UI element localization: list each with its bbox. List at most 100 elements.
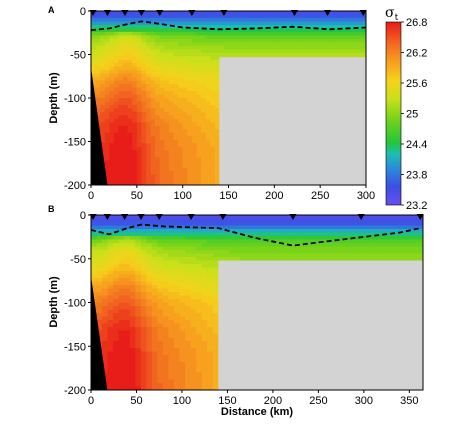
field-cell (146, 376, 153, 381)
field-cell (347, 42, 353, 47)
field-cell (168, 369, 175, 374)
field-cell (347, 14, 353, 19)
field-cell (113, 66, 120, 71)
field-cell (257, 257, 264, 262)
field-cell (190, 309, 197, 314)
field-cell (96, 253, 103, 258)
field-cell (132, 129, 138, 134)
field-cell (95, 115, 101, 120)
field-cell (150, 73, 156, 78)
field-cell (129, 243, 136, 248)
field-cell (146, 59, 152, 64)
field-cell (102, 337, 109, 342)
field-cell (162, 239, 170, 244)
field-cell (109, 80, 115, 85)
field-cell (187, 178, 193, 183)
field-cell (104, 111, 110, 116)
field-cell (113, 309, 120, 314)
field-cell (129, 302, 136, 307)
field-cell (207, 264, 214, 269)
field-cell (290, 229, 297, 234)
field-cell (162, 348, 170, 353)
field-cell (196, 309, 203, 314)
field-cell (173, 171, 179, 176)
field-cell (278, 31, 285, 36)
field-cell (124, 316, 131, 321)
field-cell (320, 11, 326, 16)
field-cell (141, 66, 147, 71)
field-cell (100, 38, 106, 43)
field-cell (207, 323, 214, 328)
field-cell (245, 215, 253, 220)
field-cell (207, 281, 214, 286)
field-cell (214, 77, 220, 82)
field-cell (233, 35, 239, 40)
field-cell (268, 239, 275, 244)
field-cell (146, 111, 152, 116)
field-cell (162, 278, 170, 283)
field-cell (251, 45, 257, 50)
field-cell (104, 181, 110, 185)
field-cell (205, 143, 211, 148)
pycnocline-line (91, 20, 366, 31)
field-cell (132, 132, 138, 137)
field-cell (207, 313, 214, 318)
field-cell (113, 323, 120, 328)
field-cell (141, 77, 147, 82)
field-cell (118, 362, 125, 367)
field-cell (178, 63, 184, 68)
field-cell (113, 129, 120, 134)
field-cell (102, 278, 109, 283)
field-cell (118, 164, 124, 169)
field-cell (246, 14, 253, 19)
field-cell (284, 222, 291, 227)
field-cell (118, 222, 125, 227)
field-cell (146, 320, 153, 325)
field-cell (107, 236, 114, 241)
field-cell (352, 17, 358, 23)
field-cell (210, 122, 216, 127)
field-cell (168, 278, 175, 283)
field-cell (162, 323, 170, 328)
station-marker (291, 10, 298, 16)
field-cell (150, 125, 156, 130)
field-cell (201, 246, 208, 251)
field-cell (251, 17, 257, 23)
field-cell (127, 28, 133, 33)
field-cell (191, 21, 198, 26)
station-marker (121, 10, 129, 16)
field-cell (210, 14, 216, 19)
field-cell (361, 42, 366, 47)
field-cell (214, 59, 220, 64)
field-cell (269, 21, 275, 26)
field-cell (168, 101, 175, 106)
field-cell (146, 348, 153, 353)
field-cell (196, 21, 202, 26)
field-cell (140, 232, 147, 237)
field-cell (102, 232, 109, 237)
field-cell (118, 108, 124, 113)
field-cell (274, 11, 280, 16)
field-cell (190, 246, 197, 251)
field-cell (91, 63, 97, 68)
field-cell (123, 157, 129, 162)
field-cell (338, 52, 344, 57)
field-cell (207, 341, 214, 346)
field-cell (179, 225, 186, 230)
station-marker (324, 10, 331, 16)
field-cell (95, 17, 101, 23)
field-cell (135, 358, 142, 363)
field-cell (173, 45, 179, 50)
field-cell (196, 320, 203, 325)
field-cell (210, 80, 216, 85)
field-cell (140, 344, 147, 349)
field-cell (113, 146, 120, 151)
field-cell (196, 160, 202, 165)
field-cell (132, 11, 138, 16)
field-cell (279, 257, 286, 262)
field-cell (201, 232, 208, 237)
field-cell (174, 379, 181, 384)
field-cell (135, 257, 142, 262)
field-cell (96, 246, 103, 251)
field-cell (288, 28, 294, 33)
